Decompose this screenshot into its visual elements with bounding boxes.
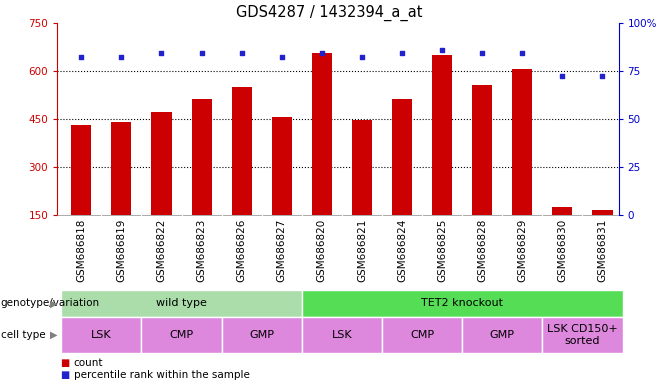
Text: count: count	[74, 358, 103, 367]
Point	[357, 54, 367, 60]
Point	[397, 50, 407, 56]
Text: CMP: CMP	[170, 330, 193, 340]
Text: GSM686827: GSM686827	[277, 218, 287, 282]
Text: LSK: LSK	[332, 330, 352, 340]
Bar	[513, 69, 532, 215]
Bar	[312, 53, 332, 215]
Point	[517, 50, 528, 56]
Text: CMP: CMP	[410, 330, 434, 340]
Bar	[352, 120, 372, 215]
Text: percentile rank within the sample: percentile rank within the sample	[74, 370, 249, 380]
Text: LSK: LSK	[91, 330, 112, 340]
Text: ■: ■	[61, 358, 70, 367]
Bar	[71, 125, 91, 215]
Text: cell type: cell type	[1, 330, 45, 340]
Point	[156, 50, 166, 56]
Text: genotype/variation: genotype/variation	[1, 298, 100, 308]
Bar	[232, 87, 252, 215]
Bar	[432, 55, 452, 215]
Bar	[472, 85, 492, 215]
Bar	[151, 112, 172, 215]
Text: GSM686825: GSM686825	[437, 218, 447, 282]
Text: GMP: GMP	[490, 330, 515, 340]
Point	[116, 54, 126, 60]
Text: GSM686826: GSM686826	[237, 218, 247, 282]
Text: LSK CD150+
sorted: LSK CD150+ sorted	[547, 324, 618, 346]
Text: GSM686824: GSM686824	[397, 218, 407, 282]
Text: GDS4287 / 1432394_a_at: GDS4287 / 1432394_a_at	[236, 5, 422, 21]
Text: GSM686831: GSM686831	[597, 218, 607, 282]
Point	[76, 54, 87, 60]
Point	[316, 50, 327, 56]
Bar	[552, 207, 572, 215]
Point	[557, 73, 568, 79]
Bar	[272, 117, 291, 215]
Point	[276, 54, 287, 60]
Text: GSM686819: GSM686819	[116, 218, 126, 282]
Text: GSM686828: GSM686828	[477, 218, 487, 282]
Text: GSM686821: GSM686821	[357, 218, 367, 282]
Text: TET2 knockout: TET2 knockout	[421, 298, 503, 308]
Point	[477, 50, 488, 56]
Text: GSM686829: GSM686829	[517, 218, 527, 282]
Text: GSM686818: GSM686818	[76, 218, 86, 282]
Text: GSM686822: GSM686822	[157, 218, 166, 282]
Point	[437, 46, 447, 53]
Text: GSM686823: GSM686823	[197, 218, 207, 282]
Bar	[111, 122, 132, 215]
Text: GMP: GMP	[249, 330, 274, 340]
Point	[236, 50, 247, 56]
Text: ▶: ▶	[51, 330, 58, 340]
Bar	[191, 99, 212, 215]
Bar	[392, 99, 412, 215]
Text: wild type: wild type	[156, 298, 207, 308]
Text: ▶: ▶	[51, 298, 58, 308]
Text: ■: ■	[61, 370, 70, 380]
Bar	[592, 210, 613, 215]
Text: GSM686830: GSM686830	[557, 218, 567, 281]
Point	[597, 73, 608, 79]
Text: GSM686820: GSM686820	[317, 218, 327, 281]
Point	[196, 50, 207, 56]
